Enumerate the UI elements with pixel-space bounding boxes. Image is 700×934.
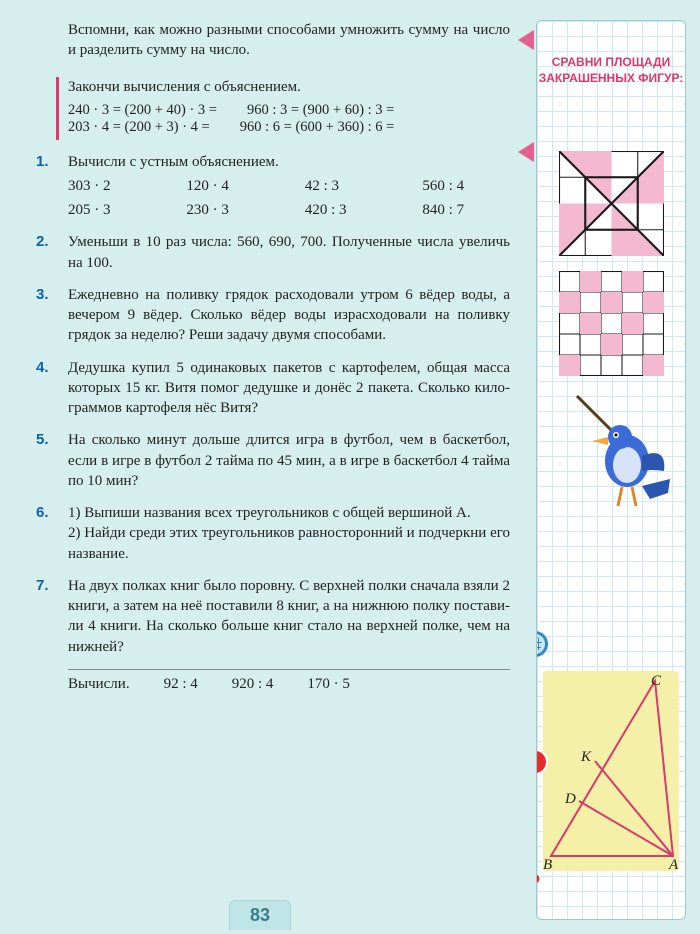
triangle-diagram: A B C D K [543, 671, 681, 871]
task-1-grid: 303 · 2 120 · 4 42 : 3 560 : 4 205 · 3 2… [68, 176, 510, 221]
svg-text:A: A [668, 857, 679, 871]
side-panel: СРАВНИ ПЛОЩАДИ ЗАКРАШЕННЫХ ФИГУР: [536, 20, 686, 920]
textbook-page: Вспомни, как можно разными способами умн… [0, 0, 700, 934]
svg-text:D: D [564, 791, 576, 807]
question-badge-icon: ? [536, 868, 541, 899]
intro-text: Вспомни, как можно разными способами умн… [28, 20, 518, 61]
page-number: 83 [229, 900, 291, 930]
svg-text:K: K [580, 749, 592, 765]
task-2: 2. Уменьши в 10 раз числа: 560, 690, 700… [28, 232, 518, 273]
example-lead: Закончи вычисления с объяснением. [68, 79, 510, 96]
task-text: Вычисли с устным объяснением. [68, 154, 279, 170]
task-5: 5. На сколько минут дольше длится игра в… [28, 430, 518, 491]
task-number: 3. [36, 285, 49, 305]
main-column: Вспомни, как можно разными способами умн… [28, 20, 518, 693]
task-text: Ежедневно на поливку грядок расходовали … [68, 287, 510, 344]
footer-item: 920 : 4 [232, 676, 274, 693]
expr: 42 : 3 [305, 176, 393, 196]
footer-lead: Вычисли. [68, 676, 130, 693]
equation-row-2: 203 · 4 = (200 + 3) · 4 = 960 : 6 = (600… [68, 119, 510, 136]
eq: 960 : 6 = (600 + 360) : 6 = [240, 119, 395, 136]
triangle-panel: A B C D K [543, 671, 679, 871]
expr: 840 : 7 [422, 200, 510, 220]
task-6: 6. 1) Выпиши названия всех треугольников… [28, 503, 518, 564]
task-text: 1) Выпиши названия всех треугольников с … [68, 505, 510, 562]
footer-exercise: Вычисли. 92 : 4 920 : 4 170 · 5 [68, 669, 510, 693]
expr: 205 · 3 [68, 200, 156, 220]
figure-2 [559, 271, 664, 376]
task-text: Уменьши в 10 раз числа: 560, 690, 700. П… [68, 234, 510, 270]
task-text: Дедушка купил 5 одинаковых пакетов с кар… [68, 360, 510, 417]
arrow-icon [518, 142, 534, 162]
task-7: 7. На двух полках книг было поровну. С в… [28, 576, 518, 657]
task-number: 6. [36, 503, 49, 523]
footer-item: 170 · 5 [307, 676, 350, 693]
expr: 420 : 3 [305, 200, 393, 220]
figure-1 [559, 151, 664, 256]
eq: 203 · 4 = (200 + 3) · 4 = [68, 119, 210, 136]
expr: 120 · 4 [186, 176, 274, 196]
expr: 303 · 2 [68, 176, 156, 196]
eq: 960 : 3 = (900 + 60) : 3 = [247, 102, 394, 119]
equation-row-1: 240 · 3 = (200 + 40) · 3 = 960 : 3 = (90… [68, 102, 510, 119]
side-title: СРАВНИ ПЛОЩАДИ ЗАКРАШЕННЫХ ФИГУР: [537, 55, 685, 86]
task-list: 1. Вычисли с устным объяснением. 303 · 2… [28, 152, 518, 657]
expr: 230 · 3 [186, 200, 274, 220]
task-text: На двух полках книг было поровну. С верх… [68, 578, 510, 655]
footer-item: 92 : 4 [164, 676, 198, 693]
task-number: 7. [36, 576, 49, 596]
task-1: 1. Вычисли с устным объяснением. 303 · 2… [28, 152, 518, 221]
expr: 560 : 4 [422, 176, 510, 196]
task-number: 2. [36, 232, 49, 252]
page-number-wrap: 83 [200, 900, 320, 930]
arrow-icon [518, 30, 534, 50]
svg-text:C: C [651, 673, 662, 689]
svg-text:B: B [543, 857, 552, 871]
task-3: 3. Ежедневно на поливку грядок расходова… [28, 285, 518, 346]
example-block: Закончи вычисления с объяснением. 240 · … [28, 75, 518, 142]
task-number: 4. [36, 358, 49, 378]
eq: 240 · 3 = (200 + 40) · 3 = [68, 102, 217, 119]
task-4: 4. Дедушка купил 5 одинаковых пакетов с … [28, 358, 518, 419]
task-number: 1. [36, 152, 49, 172]
task-number: 5. [36, 430, 49, 450]
task-text: На сколько минут дольше длится игра в фу… [68, 432, 510, 489]
